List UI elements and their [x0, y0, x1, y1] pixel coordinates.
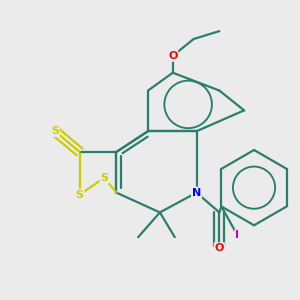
Text: O: O: [168, 51, 178, 61]
Text: I: I: [235, 230, 239, 240]
Text: S: S: [76, 190, 84, 200]
Text: O: O: [215, 243, 224, 253]
Text: S: S: [51, 126, 59, 136]
Text: N: N: [192, 188, 201, 198]
Text: S: S: [100, 173, 108, 183]
